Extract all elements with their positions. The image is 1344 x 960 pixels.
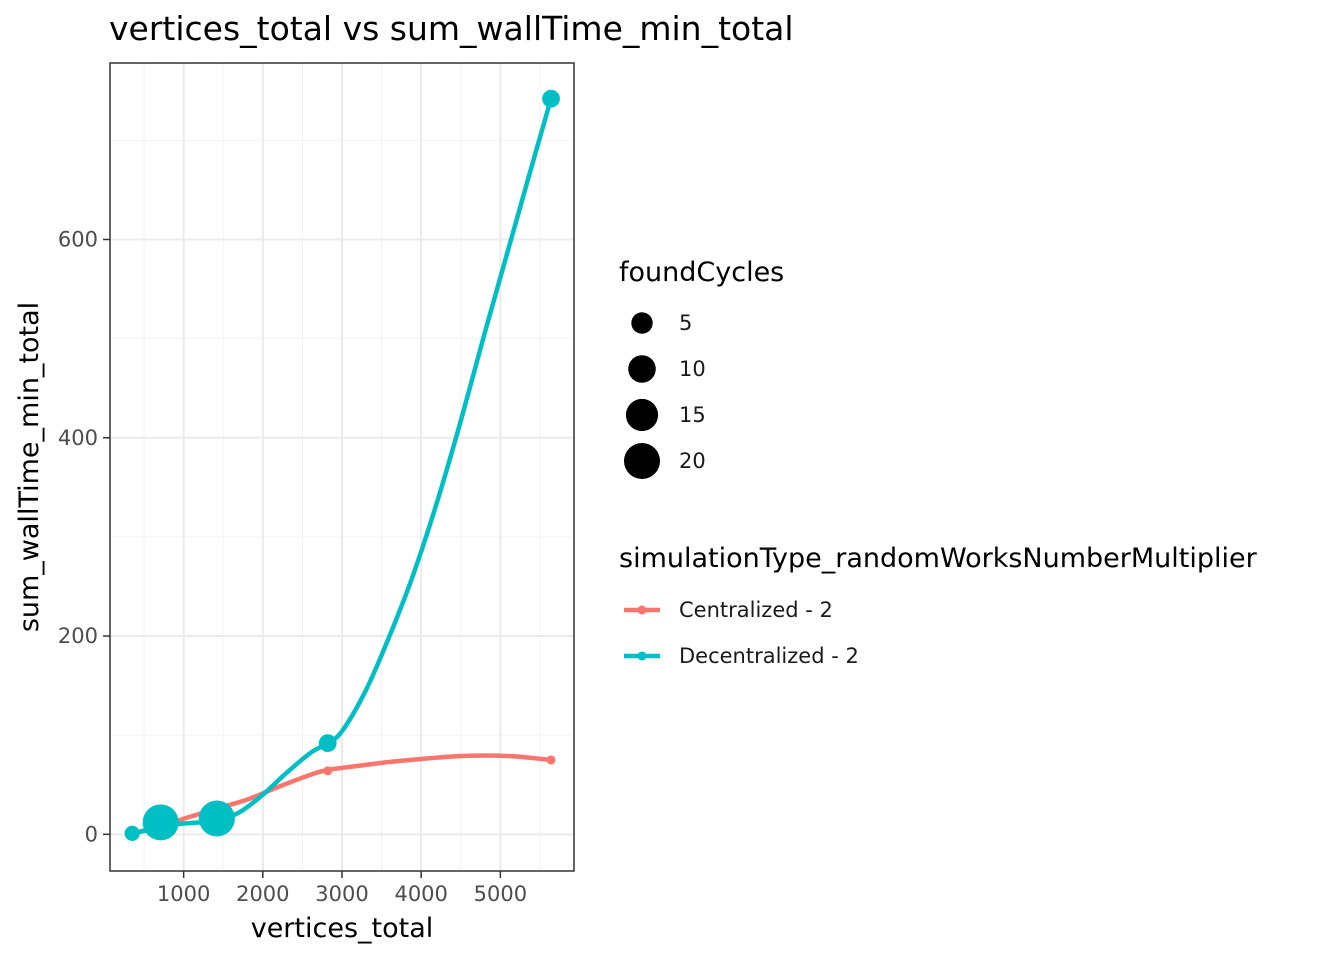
data-point	[318, 734, 337, 752]
x-tick-label: 2000	[236, 882, 289, 906]
y-tick-label: 400	[58, 426, 98, 450]
y-axis-title: sum_wallTime_min_total	[14, 302, 45, 632]
data-point	[323, 766, 333, 776]
data-point	[124, 825, 140, 841]
size-legend: foundCycles 5 10 15 20	[619, 257, 784, 480]
x-axis-title: vertices_total	[251, 913, 434, 944]
size-legend-key	[623, 442, 661, 480]
size-legend-label: 15	[679, 403, 706, 427]
data-point	[142, 804, 179, 841]
data-point	[542, 89, 560, 108]
size-legend-title: foundCycles	[619, 257, 784, 288]
y-tick-label: 200	[58, 624, 98, 648]
data-point	[546, 755, 556, 765]
x-tick-label: 3000	[315, 882, 368, 906]
y-tick-label: 0	[85, 822, 98, 846]
size-legend-label: 5	[679, 311, 692, 335]
size-legend-items: 5 10 15 20	[623, 311, 706, 480]
y-axis: 0 200 400 600	[58, 227, 110, 846]
plot-panel	[109, 62, 575, 872]
series-layer	[124, 89, 560, 841]
color-legend-label: Decentralized - 2	[679, 644, 859, 668]
y-tick-label: 600	[58, 227, 98, 251]
size-legend-key	[628, 355, 656, 383]
size-legend-label: 10	[679, 357, 706, 381]
gridlines	[110, 63, 574, 871]
color-legend-key-point	[637, 651, 647, 661]
x-tick-label: 5000	[474, 882, 527, 906]
x-axis: 1000 2000 3000 4000 5000	[157, 871, 527, 906]
color-legend-title: simulationType_randomWorksNumberMultipli…	[619, 543, 1258, 574]
x-tick-label: 4000	[394, 882, 447, 906]
color-legend-items: Centralized - 2 Decentralized - 2	[624, 598, 859, 668]
chart-title: vertices_total vs sum_wallTime_min_total	[109, 9, 794, 48]
size-legend-label: 20	[679, 449, 706, 473]
data-point	[198, 800, 235, 837]
color-legend: simulationType_randomWorksNumberMultipli…	[619, 543, 1258, 668]
color-legend-key-point	[637, 605, 647, 615]
size-legend-key	[631, 312, 653, 334]
size-legend-key	[625, 398, 659, 432]
color-legend-label: Centralized - 2	[679, 598, 833, 622]
x-tick-label: 1000	[157, 882, 210, 906]
